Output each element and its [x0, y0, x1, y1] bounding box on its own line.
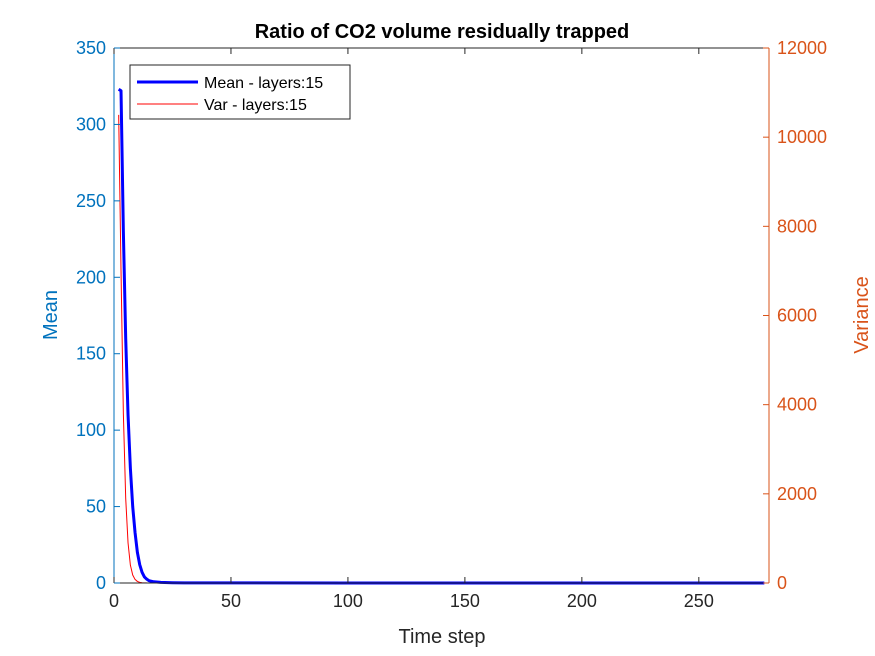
y-left-tick-label: 50 [86, 497, 106, 517]
y-left-tick-label: 200 [76, 267, 106, 287]
y-right-tick-label: 2000 [777, 484, 817, 504]
y-right-axis-label: Variance [851, 276, 873, 353]
x-tick-label: 200 [567, 591, 597, 611]
chart-title: Ratio of CO2 volume residually trapped [255, 21, 630, 43]
x-tick-label: 100 [333, 591, 363, 611]
y-left-tick-label: 150 [76, 344, 106, 364]
y-right-tick-label: 8000 [777, 216, 817, 236]
y-left-tick-label: 250 [76, 191, 106, 211]
y-left-tick-label: 100 [76, 420, 106, 440]
legend-label-var: Var - layers:15 [204, 97, 307, 114]
y-right-tick-label: 10000 [777, 127, 827, 147]
x-tick-label: 250 [684, 591, 714, 611]
x-tick-label: 150 [450, 591, 480, 611]
ticks-layer: 0 50 100 150 200 250 0 50 100 150 200 250 300 350 0 200… [76, 38, 827, 611]
x-tick-label: 50 [221, 591, 241, 611]
y-left-tick-label: 300 [76, 114, 106, 134]
y-left-tick-label: 0 [96, 573, 106, 593]
y-right-tick-label: 4000 [777, 395, 817, 415]
y-right-tick-label: 12000 [777, 38, 827, 58]
x-tick-label: 0 [109, 591, 119, 611]
legend: Mean - layers:15 Var - layers:15 [129, 64, 351, 120]
x-axis-label: Time step [398, 626, 485, 648]
plot-area [114, 48, 769, 583]
y-right-tick-label: 6000 [777, 306, 817, 326]
legend-label-mean: Mean - layers:15 [204, 75, 323, 92]
y-left-axis-label: Mean [40, 290, 62, 340]
y-right-tick-label: 0 [777, 573, 787, 593]
y-left-tick-label: 350 [76, 38, 106, 58]
legend-box [129, 64, 351, 120]
